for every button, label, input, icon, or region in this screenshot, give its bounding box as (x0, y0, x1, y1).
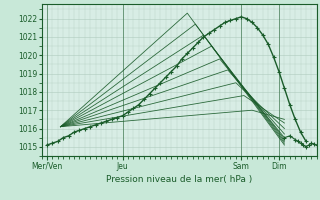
X-axis label: Pression niveau de la mer( hPa ): Pression niveau de la mer( hPa ) (106, 175, 252, 184)
